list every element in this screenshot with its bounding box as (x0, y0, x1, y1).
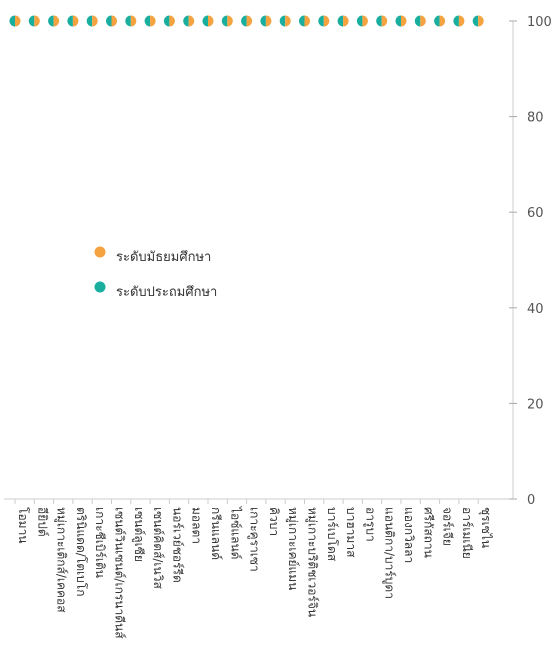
point-secondary (459, 16, 465, 27)
x-tick-label: เซนต์ลูเซีย (131, 507, 146, 562)
point-primary (29, 16, 34, 27)
x-tick-label: เซนต์วินเซนต์/เกรนาดีนส์ (113, 507, 127, 639)
x-tick-label: ศรีกัสถาน (421, 507, 435, 558)
point-secondary (189, 16, 195, 27)
y-tick-label: 40 (527, 302, 544, 317)
point-primary (125, 16, 130, 27)
point-secondary (112, 16, 118, 27)
x-tick-label: ตรินิแดด/โตเบโก (74, 507, 88, 596)
x-tick-label: แอนติกา/บาร์บูดา (382, 507, 397, 599)
point-primary (10, 16, 16, 27)
x-tick-label: เกาะคูราเซา (247, 507, 262, 572)
y-tick-label: 0 (527, 493, 535, 508)
x-tick-label: หมู่เกาะบริติชเวอร์จิน (305, 507, 320, 617)
point-primary (280, 16, 286, 27)
point-secondary (305, 16, 311, 27)
x-tick-label: หมู่เกาะเคย์แมน (285, 507, 300, 590)
point-secondary (34, 16, 40, 27)
chart-marks (10, 16, 484, 27)
point-secondary (420, 16, 426, 27)
point-secondary (15, 16, 21, 27)
x-tick-label: กรีนแลนด์ (209, 507, 223, 560)
point-secondary (401, 16, 407, 27)
axes: 0 20 40 60 80 100 โอมาน อียิปต์ หมู่เกาะเติกส์/เ… (4, 15, 552, 639)
point-primary (396, 16, 401, 27)
x-tick-label: แองกวิลลา (402, 507, 416, 563)
point-secondary (324, 16, 330, 27)
point-secondary (343, 16, 349, 27)
x-tick-label: มอลตา (190, 507, 204, 544)
x-tick-label: นอร์เวย์ชอร์รีด (170, 507, 184, 583)
x-tick-label: บาฮามาส (344, 507, 358, 558)
point-secondary (54, 16, 60, 27)
point-primary (67, 16, 73, 27)
point-primary (87, 16, 93, 27)
legend-label: ระดับมัธยมศึกษา (116, 250, 211, 265)
x-tick-label: บาร์เบโดส (325, 507, 339, 562)
x-tick-label: ไอซ์แลนด์ (228, 506, 242, 559)
legend-marker (95, 247, 106, 258)
y-tick-label: 80 (527, 111, 544, 126)
point-secondary (92, 16, 98, 27)
point-primary (338, 16, 344, 27)
point-primary (415, 16, 421, 27)
point-primary (183, 16, 189, 27)
y-tick-label: 20 (527, 397, 544, 412)
y-tick-label: 60 (527, 206, 544, 221)
x-tick-label: จอร์เจีย (441, 507, 455, 546)
legend-marker (95, 282, 106, 293)
point-primary (145, 16, 151, 27)
point-primary (260, 16, 266, 27)
point-primary (376, 16, 382, 27)
point-primary (357, 16, 363, 27)
point-primary (453, 16, 459, 27)
point-secondary (266, 16, 272, 27)
x-tick-label: อารูบา (362, 507, 377, 542)
point-primary (434, 16, 439, 27)
x-tick-label: อาร์เมเนีย (460, 507, 474, 559)
x-tick-label: โอมาน (16, 507, 30, 544)
point-primary (203, 16, 208, 27)
point-primary (318, 16, 324, 27)
point-secondary (227, 16, 233, 27)
x-tick-label: อียิปต์ (35, 507, 49, 537)
point-secondary (131, 16, 137, 27)
point-secondary (362, 16, 368, 27)
point-primary (164, 16, 170, 27)
point-secondary (440, 16, 446, 27)
y-tick-label: 100 (527, 15, 552, 30)
point-secondary (73, 16, 79, 27)
x-tick-label: ชุรเซไน (478, 507, 493, 548)
point-secondary (478, 16, 484, 27)
legend-label: ระดับประถมศึกษา (116, 285, 217, 300)
point-secondary (208, 16, 214, 27)
x-tick-label: เซนต์คิตส์/เนวิส (151, 507, 165, 589)
point-primary (106, 16, 112, 27)
x-tick-label: คิวบา (267, 507, 281, 536)
point-secondary (150, 16, 156, 27)
point-primary (299, 16, 304, 27)
point-secondary (169, 16, 175, 27)
point-primary (241, 16, 247, 27)
point-secondary (285, 16, 291, 27)
point-primary (473, 16, 479, 27)
point-primary (222, 16, 228, 27)
x-tick-label: หมู่เกาะเติกส์/เคคอส (54, 507, 69, 613)
x-tick-label: เกาะชีเบิร์เติน (93, 507, 107, 578)
point-secondary (247, 16, 253, 27)
point-secondary (382, 16, 388, 27)
point-primary (48, 16, 53, 27)
